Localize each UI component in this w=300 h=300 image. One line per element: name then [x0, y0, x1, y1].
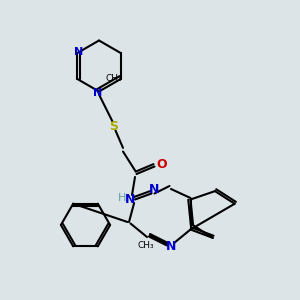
Text: CH₃: CH₃	[105, 74, 122, 83]
Text: O: O	[157, 158, 167, 172]
Text: N: N	[125, 193, 136, 206]
Text: CH₃: CH₃	[137, 241, 154, 250]
Text: S: S	[110, 119, 118, 133]
Text: N: N	[149, 183, 159, 196]
Text: N: N	[166, 239, 176, 253]
Text: H: H	[118, 193, 127, 203]
Text: N: N	[74, 47, 83, 57]
Text: N: N	[93, 88, 102, 98]
